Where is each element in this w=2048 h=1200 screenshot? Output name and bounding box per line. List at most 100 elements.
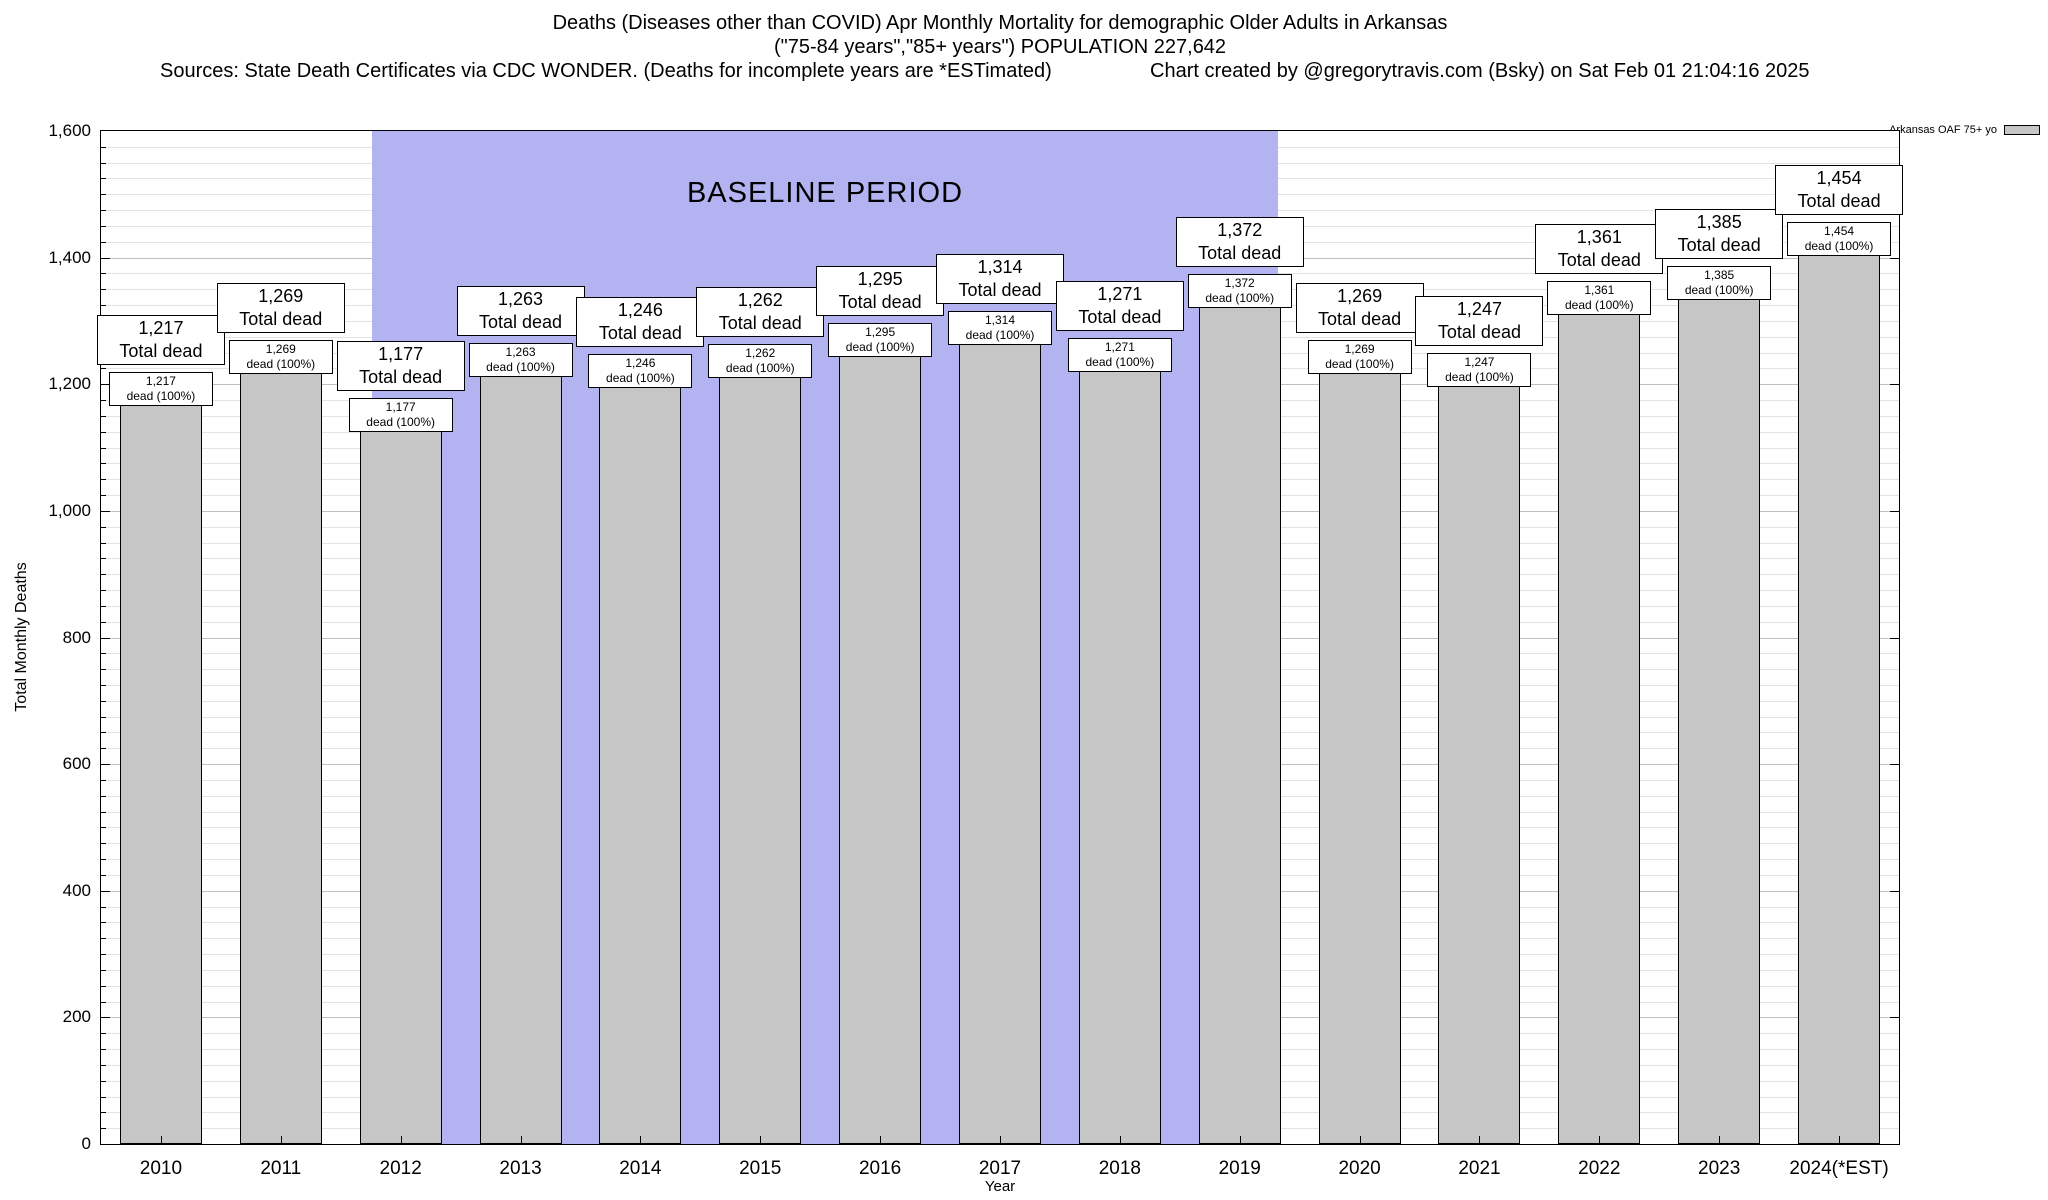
bar-total-label-2011: 1,269 Total dead [216, 282, 345, 333]
x-tick-label: 2017 [978, 1158, 1022, 1179]
bar-inner-label-2016: 1,295 dead (100%) [828, 323, 933, 358]
x-tick-label: 2011 [260, 1158, 302, 1179]
x-tick-mark [1359, 1136, 1361, 1144]
y-minor-tick-mark [101, 906, 106, 908]
x-tick-label: 2015 [739, 1158, 782, 1179]
bar-total-value: 1,263 [498, 289, 544, 310]
bar-2021 [1438, 354, 1521, 1144]
y-minor-tick-mark [101, 241, 106, 243]
bar-inner-suffix: dead (100%) [246, 356, 316, 371]
bar-inner-value: 1,246 [625, 356, 656, 371]
y-tick-label: 1,600 [48, 121, 91, 140]
bar-inner-label-2023: 1,385 dead (100%) [1667, 266, 1772, 301]
y-tick-label: 0 [81, 1134, 91, 1153]
bar-inner-suffix: dead (100%) [725, 360, 795, 375]
x-tick-label: 2010 [139, 1158, 183, 1179]
bar-inner-suffix: dead (100%) [1085, 355, 1155, 370]
y-tick-mark [1890, 384, 1899, 386]
bar-total-value: 1,269 [1337, 285, 1383, 306]
bar-inner-label-2018: 1,271 dead (100%) [1067, 338, 1172, 373]
bar-2013 [479, 344, 562, 1144]
bar-inner-value: 1,262 [745, 345, 776, 360]
bar-total-suffix: Total dead [1318, 308, 1402, 329]
bar-inner-suffix: dead (100%) [366, 414, 436, 429]
x-tick-label: 2024(*EST) [1789, 1158, 1889, 1179]
bar-inner-label-2019: 1,372 dead (100%) [1187, 274, 1292, 309]
x-tick-mark [640, 1136, 642, 1144]
y-tick-mark [101, 510, 110, 512]
bar-inner-value: 1,385 [1704, 268, 1735, 283]
bar-total-label-2022: 1,361 Total dead [1535, 224, 1664, 275]
bar-total-value: 1,217 [138, 318, 184, 339]
x-tick-label: 2014 [619, 1158, 662, 1179]
x-tick-label: 2021 [1458, 1158, 1501, 1179]
bar-total-value: 1,262 [737, 289, 783, 310]
bar-2019 [1198, 275, 1281, 1144]
bar-2014 [599, 355, 682, 1144]
y-minor-tick-mark [101, 178, 106, 180]
bar-inner-value: 1,361 [1584, 283, 1615, 298]
y-tick-label: 1,000 [48, 500, 91, 520]
bar-2022 [1558, 282, 1641, 1144]
y-tick-label: 1,200 [48, 374, 91, 394]
bar-inner-suffix: dead (100%) [1804, 239, 1874, 254]
x-tick-mark [1119, 1136, 1121, 1144]
y-minor-tick-mark [101, 542, 106, 544]
x-axis-title: Year [984, 1178, 1016, 1195]
y-minor-tick-mark [101, 653, 106, 655]
y-minor-tick-mark [101, 305, 106, 307]
y-minor-tick-mark [101, 1001, 106, 1003]
bar-inner-label-2020: 1,269 dead (100%) [1307, 339, 1412, 374]
plot-area: 0 200 400 600 800 1,000 1,200 1,400 1,600 BASELIN… [48, 121, 1904, 1179]
bar-inner-value: 1,372 [1224, 276, 1255, 291]
y-minor-tick-mark [101, 210, 106, 212]
y-minor-tick-mark [101, 479, 106, 481]
bar-inner-label-2021: 1,247 dead (100%) [1427, 353, 1532, 388]
bar-total-value: 1,271 [1097, 284, 1143, 305]
y-minor-tick-mark [101, 225, 106, 227]
y-tick-label: 800 [62, 627, 91, 647]
y-minor-tick-mark [101, 194, 106, 196]
y-minor-tick-mark [101, 621, 106, 623]
bar-inner-label-2015: 1,262 dead (100%) [708, 343, 813, 378]
bar-inner-suffix: dead (100%) [1564, 298, 1634, 313]
bar-inner-suffix: dead (100%) [606, 371, 675, 386]
bar-2023 [1678, 267, 1761, 1144]
bar-inner-label-2011: 1,269 dead (100%) [228, 339, 333, 374]
bar-2018 [1078, 339, 1161, 1144]
x-tick-label: 2023 [1698, 1158, 1741, 1179]
y-minor-tick-mark [101, 574, 106, 576]
bar-total-label-2016: 1,295 Total dead [816, 266, 945, 317]
y-minor-tick-mark [101, 289, 106, 291]
bar-total-value: 1,454 [1816, 168, 1862, 189]
y-minor-tick-mark [101, 526, 106, 528]
y-minor-tick-mark [101, 400, 106, 402]
y-minor-tick-mark [101, 162, 106, 164]
y-tick-mark [1890, 764, 1899, 766]
y-minor-tick-mark [101, 859, 106, 861]
bar-2024(*EST) [1798, 223, 1881, 1144]
chart-title-line2: ("75-84 years","85+ years") POPULATION 2… [773, 36, 1227, 58]
x-tick-mark [760, 1136, 762, 1144]
y-tick-mark [101, 1017, 110, 1019]
y-minor-tick-mark [101, 1033, 106, 1035]
y-minor-tick-mark [101, 368, 106, 370]
bar-2011 [239, 340, 322, 1144]
y-minor-tick-mark [101, 1128, 106, 1130]
chart-sources: Sources: State Death Certificates via CD… [160, 60, 1052, 82]
x-tick-label: 2012 [379, 1158, 422, 1179]
bar-total-suffix: Total dead [1797, 191, 1881, 212]
bar-2016 [839, 324, 922, 1144]
y-minor-tick-mark [101, 954, 106, 956]
bar-total-label-2014: 1,246 Total dead [576, 297, 705, 348]
bar-inner-suffix: dead (100%) [1325, 356, 1394, 371]
y-tick-mark [1890, 510, 1899, 512]
y-minor-tick-mark [101, 843, 106, 845]
y-minor-tick-mark [101, 1049, 106, 1051]
bar-inner-label-2013: 1,263 dead (100%) [468, 343, 573, 378]
bar-inner-label-2024(*EST): 1,454 dead (100%) [1787, 222, 1892, 257]
baseline-period-label: BASELINE PERIOD [686, 177, 964, 209]
bar-total-suffix: Total dead [598, 323, 682, 344]
y-minor-tick-mark [101, 969, 106, 971]
bar-total-value: 1,177 [378, 343, 424, 364]
